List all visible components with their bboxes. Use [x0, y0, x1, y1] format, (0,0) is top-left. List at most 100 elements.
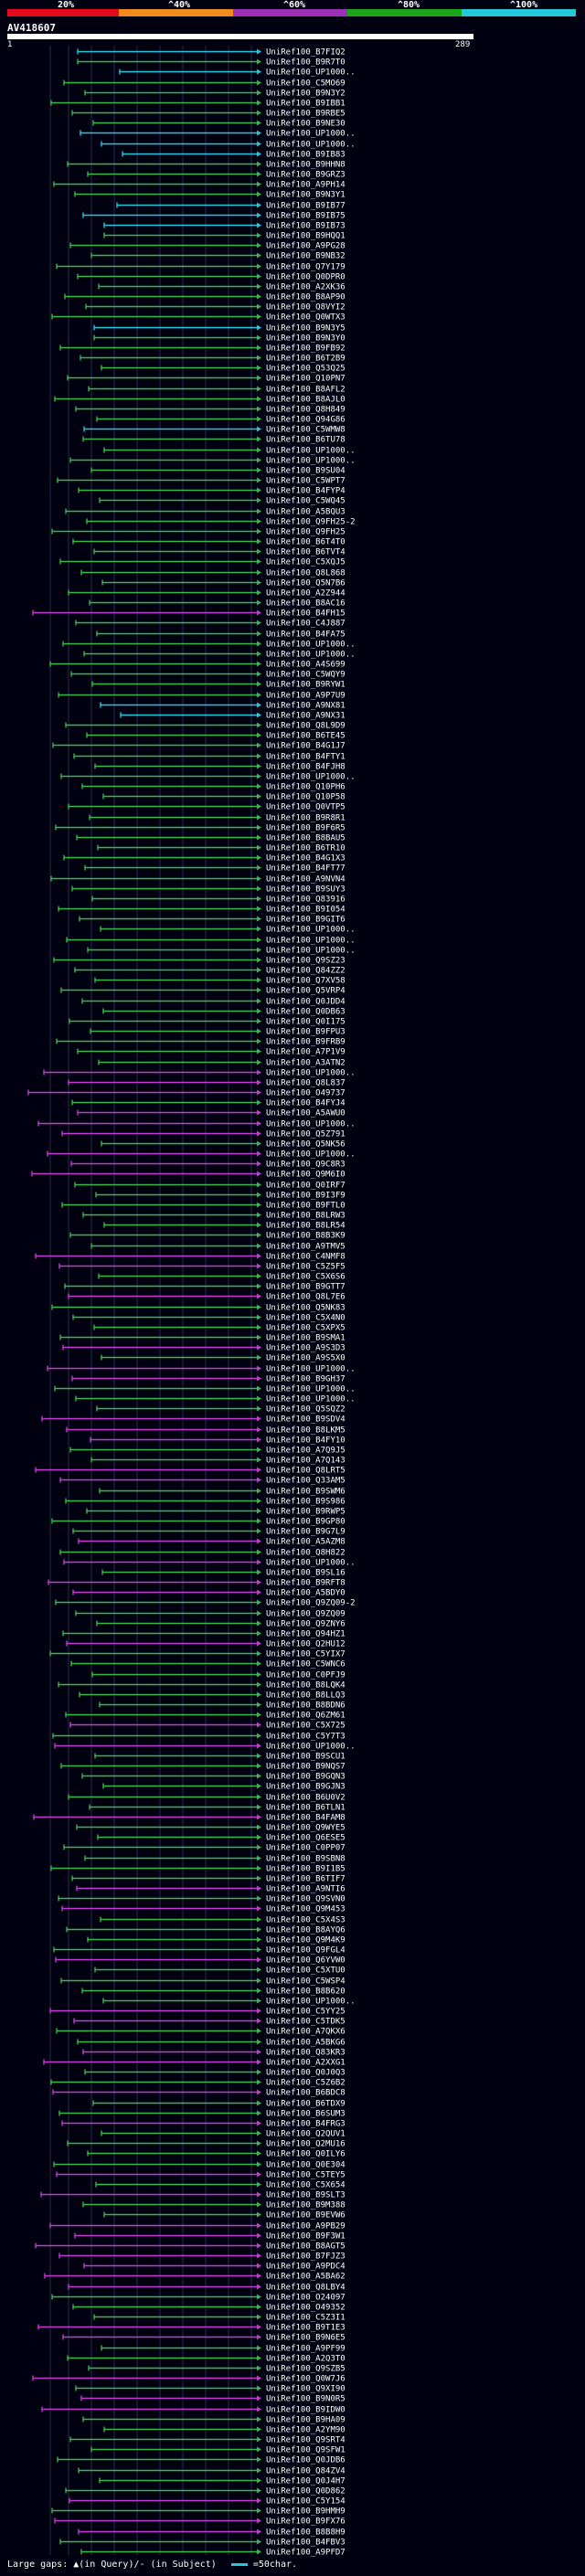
hit-row[interactable]: UniRef100_Q9FGL4 — [53, 1946, 346, 1956]
hit-row[interactable]: UniRef100_Q9ZNY6 — [96, 1620, 346, 1629]
hit-row[interactable]: UniRef100_C5XTU0 — [94, 1966, 346, 1976]
hit-accession-link[interactable]: UniRef100_B9N6E5 — [266, 2334, 346, 2343]
hit-row[interactable]: UniRef100_Q6ZM61 — [65, 1712, 346, 1721]
hit-accession-link[interactable]: UniRef100_C5YIX7 — [266, 1650, 346, 1659]
hit-accession-link[interactable]: UniRef100_Q0DPR0 — [266, 273, 346, 282]
hit-row[interactable]: UniRef100_B6TVT4 — [93, 548, 346, 557]
hit-row[interactable]: UniRef100_A9PDC4 — [83, 2263, 346, 2272]
hit-accession-link[interactable]: UniRef100_Q0ILY6 — [266, 2150, 346, 2159]
hit-row[interactable]: UniRef100_B4FA75 — [96, 631, 346, 640]
hit-accession-link[interactable]: UniRef100_B8LR54 — [266, 1222, 346, 1231]
hit-accession-link[interactable]: UniRef100_Q2HU12 — [266, 1640, 346, 1649]
hit-row[interactable]: UniRef100_A9NX81 — [100, 702, 346, 711]
hit-row[interactable]: UniRef100_Q8LRT5 — [35, 1467, 346, 1476]
hit-accession-link[interactable]: UniRef100_B9IDW0 — [266, 2406, 346, 2415]
hit-accession-link[interactable]: UniRef100_Q10PH6 — [266, 783, 346, 792]
hit-accession-link[interactable]: UniRef100_B9GJN3 — [266, 1783, 346, 1792]
hit-accession-link[interactable]: UniRef100_Q6ZM61 — [266, 1712, 346, 1721]
hit-row[interactable]: UniRef100_Q9SRT4 — [69, 2436, 346, 2445]
hit-accession-link[interactable]: UniRef100_UP1000.. — [266, 1395, 356, 1405]
hit-row[interactable]: UniRef100_Q10PH6 — [81, 783, 346, 792]
hit-row[interactable]: UniRef100_UP1000.. — [83, 651, 356, 660]
hit-accession-link[interactable]: UniRef100_C5TDK5 — [266, 2018, 346, 2027]
hit-row[interactable]: UniRef100_B9GH37 — [71, 1375, 346, 1384]
hit-accession-link[interactable]: UniRef100_Q84ZV4 — [266, 2467, 346, 2476]
hit-row[interactable]: UniRef100_C5MO69 — [63, 80, 346, 89]
hit-row[interactable]: UniRef100_A5BA62 — [44, 2273, 346, 2282]
hit-row[interactable]: UniRef100_Q2HU12 — [66, 1640, 346, 1649]
hit-accession-link[interactable]: UniRef100_C5WPT7 — [266, 477, 346, 486]
hit-accession-link[interactable]: UniRef100_B9I054 — [266, 906, 346, 915]
hit-accession-link[interactable]: UniRef100_Q8L7E6 — [266, 1293, 346, 1302]
hit-row[interactable]: UniRef100_B6TIF7 — [71, 1875, 346, 1884]
hit-accession-link[interactable]: UniRef100_A9S3D3 — [266, 1344, 346, 1353]
hit-row[interactable]: UniRef100_B9FPU3 — [90, 1028, 346, 1037]
hit-row[interactable]: UniRef100_Q0W7J6 — [32, 2375, 346, 2384]
hit-row[interactable]: UniRef100_B8AFL2 — [88, 386, 346, 395]
hit-accession-link[interactable]: UniRef100_O24097 — [266, 2294, 346, 2303]
hit-row[interactable]: UniRef100_Q0JDB6 — [57, 2456, 346, 2465]
hit-row[interactable]: UniRef100_A3ATN2 — [98, 1059, 346, 1068]
hit-row[interactable]: UniRef100_B8LQK4 — [58, 1681, 346, 1691]
hit-row[interactable]: UniRef100_B8BAU5 — [76, 834, 346, 843]
hit-accession-link[interactable]: UniRef100_Q33AM5 — [266, 1477, 346, 1486]
hit-row[interactable]: UniRef100_B6BDC8 — [52, 2089, 346, 2098]
hit-accession-link[interactable]: UniRef100_B9I3F9 — [266, 1192, 346, 1201]
hit-row[interactable]: UniRef100_B9IB75 — [82, 212, 346, 221]
hit-row[interactable]: UniRef100_C5WNC6 — [70, 1660, 346, 1670]
hit-accession-link[interactable]: UniRef100_B9S986 — [266, 1498, 346, 1507]
hit-row[interactable]: UniRef100_C5WQ45 — [99, 497, 346, 506]
hit-row[interactable]: UniRef100_Q8H822 — [59, 1549, 346, 1558]
hit-row[interactable]: UniRef100_Q0JDD4 — [81, 998, 346, 1007]
hit-accession-link[interactable]: UniRef100_B9NQS7 — [266, 1763, 346, 1772]
hit-row[interactable]: UniRef100_C5Z5F5 — [58, 1263, 346, 1272]
hit-row[interactable]: UniRef100_B6TR10 — [97, 844, 346, 853]
hit-row[interactable]: UniRef100_B4FT77 — [84, 864, 346, 874]
hit-row[interactable]: UniRef100_B9N0R5 — [80, 2395, 346, 2404]
hit-row[interactable]: UniRef100_Q5NK83 — [51, 1304, 346, 1313]
hit-row[interactable]: UniRef100_C0PP07 — [63, 1844, 346, 1853]
hit-accession-link[interactable]: UniRef100_A9PG28 — [266, 242, 346, 251]
hit-accession-link[interactable]: UniRef100_B6TVT4 — [266, 548, 346, 557]
hit-accession-link[interactable]: UniRef100_C0PP07 — [266, 1844, 346, 1853]
hit-row[interactable]: UniRef100_B9SCU1 — [94, 1753, 346, 1762]
hit-accession-link[interactable]: UniRef100_B9SMA1 — [266, 1334, 346, 1343]
hit-row[interactable]: UniRef100_A5AZM8 — [78, 1538, 346, 1547]
hit-accession-link[interactable]: UniRef100_Q5NK83 — [266, 1304, 346, 1313]
hit-row[interactable]: UniRef100_A9PB29 — [49, 2222, 346, 2231]
hit-accession-link[interactable]: UniRef100_Q0VTP5 — [266, 803, 346, 812]
hit-accession-link[interactable]: UniRef100_A9NVN4 — [266, 875, 346, 885]
hit-row[interactable]: UniRef100_B4FYJ4 — [71, 1099, 346, 1108]
hit-row[interactable]: UniRef100_B6T2B9 — [80, 355, 346, 364]
hit-row[interactable]: UniRef100_O49737 — [27, 1089, 346, 1098]
hit-row[interactable]: UniRef100_C0PFJ9 — [91, 1671, 346, 1680]
hit-row[interactable]: UniRef100_B9F6R5 — [55, 824, 346, 833]
hit-row[interactable]: UniRef100_B9IB73 — [103, 222, 346, 231]
hit-row[interactable]: UniRef100_B9I3F9 — [95, 1192, 346, 1201]
hit-row[interactable]: UniRef100_UP1000.. — [60, 773, 356, 782]
hit-accession-link[interactable]: UniRef100_UP1000.. — [266, 1998, 356, 2007]
hit-row[interactable]: UniRef100_B8LR54 — [103, 1222, 346, 1231]
hit-row[interactable]: UniRef100_UP1000.. — [54, 1385, 356, 1394]
hit-accession-link[interactable]: UniRef100_B8BAU5 — [266, 834, 346, 843]
hit-accession-link[interactable]: UniRef100_C5XQJ5 — [266, 558, 346, 567]
hit-row[interactable]: UniRef100_UP1000.. — [102, 1998, 356, 2007]
hit-accession-link[interactable]: UniRef100_B9RWP5 — [266, 1508, 346, 1517]
hit-accession-link[interactable]: UniRef100_B9SLT3 — [266, 2191, 346, 2200]
hit-row[interactable]: UniRef100_B9GP80 — [51, 1518, 346, 1527]
hit-accession-link[interactable]: UniRef100_Q9SVN0 — [266, 1895, 346, 1904]
hit-row[interactable]: UniRef100_B9FTL0 — [61, 1202, 346, 1211]
hit-accession-link[interactable]: UniRef100_B9N3Y2 — [266, 90, 346, 99]
hit-row[interactable]: UniRef100_Q2QUV1 — [101, 2130, 346, 2139]
hit-accession-link[interactable]: UniRef100_UP1000.. — [266, 937, 356, 946]
hit-accession-link[interactable]: UniRef100_B6TU78 — [266, 436, 346, 445]
hit-accession-link[interactable]: UniRef100_A5AWU0 — [266, 1109, 346, 1118]
hit-row[interactable]: UniRef100_B8AP90 — [64, 293, 346, 302]
hit-row[interactable]: UniRef100_B9GTT7 — [64, 1283, 346, 1292]
hit-row[interactable]: UniRef100_B9N3Y2 — [84, 90, 346, 99]
hit-accession-link[interactable]: UniRef100_B4FRG3 — [266, 2120, 346, 2129]
hit-accession-link[interactable]: UniRef100_C5XPX5 — [266, 1324, 346, 1333]
hit-accession-link[interactable]: UniRef100_B8AP90 — [266, 293, 346, 302]
hit-accession-link[interactable]: UniRef100_Q9SZB5 — [266, 2365, 346, 2374]
hit-row[interactable]: UniRef100_B4G1J7 — [52, 742, 346, 751]
